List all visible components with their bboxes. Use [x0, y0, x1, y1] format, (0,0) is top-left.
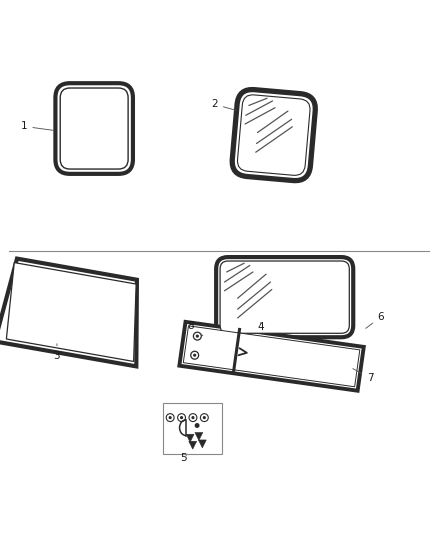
Text: 3: 3 [53, 344, 60, 361]
FancyBboxPatch shape [232, 90, 315, 181]
FancyBboxPatch shape [237, 95, 310, 175]
Text: 6: 6 [366, 312, 385, 328]
Polygon shape [195, 432, 203, 440]
Text: 4: 4 [257, 321, 264, 332]
Polygon shape [184, 326, 360, 387]
Text: 7: 7 [353, 369, 374, 383]
Polygon shape [7, 263, 136, 361]
Text: 5: 5 [180, 453, 187, 463]
Circle shape [192, 417, 194, 418]
Polygon shape [198, 440, 206, 448]
Circle shape [195, 424, 199, 427]
Text: 8: 8 [187, 321, 203, 336]
Circle shape [197, 335, 198, 337]
FancyBboxPatch shape [216, 257, 353, 337]
Circle shape [169, 417, 171, 418]
Circle shape [180, 417, 183, 418]
Polygon shape [0, 259, 137, 366]
Polygon shape [189, 441, 197, 449]
FancyBboxPatch shape [60, 88, 128, 169]
Text: 2: 2 [211, 100, 236, 110]
Circle shape [194, 354, 195, 356]
Text: 1: 1 [21, 122, 53, 131]
Polygon shape [179, 322, 364, 391]
FancyBboxPatch shape [220, 261, 350, 333]
FancyBboxPatch shape [55, 83, 133, 174]
Polygon shape [186, 434, 194, 442]
Polygon shape [163, 403, 223, 454]
Circle shape [203, 417, 205, 418]
